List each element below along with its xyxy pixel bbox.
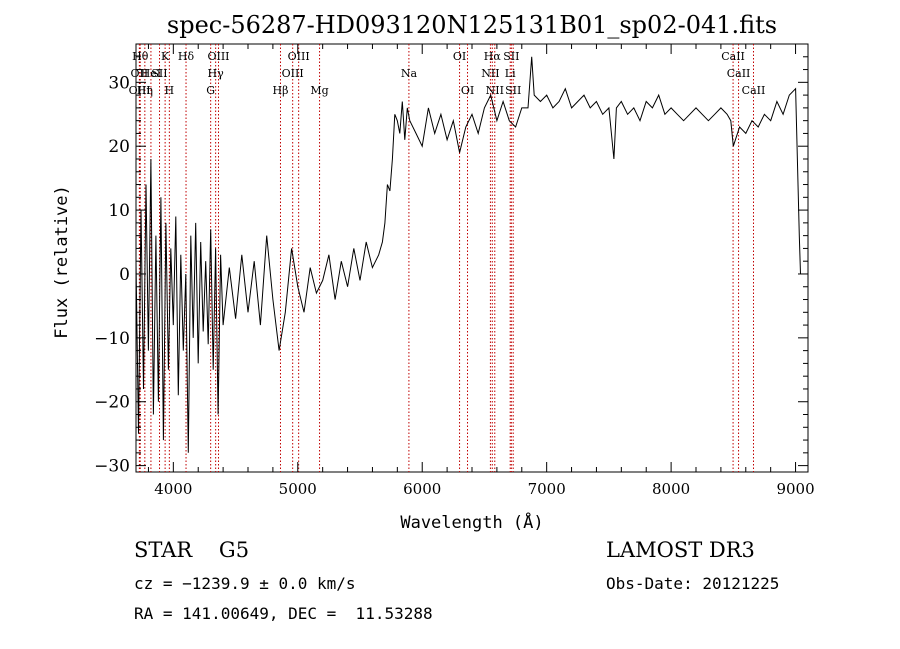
line-label-na: Na	[401, 67, 418, 80]
y-tick-label: 0	[119, 265, 130, 285]
chart-title: spec-56287-HD093120N125131B01_sp02-041.f…	[167, 11, 777, 39]
line-label-sii: SII	[151, 67, 167, 80]
line-label-hδ: Hδ	[178, 50, 195, 63]
y-tick-label: −30	[94, 457, 130, 477]
survey-label: LAMOST DR3	[606, 538, 755, 562]
x-tick-label: 8000	[652, 480, 690, 498]
y-axis-label: Flux (relative)	[52, 185, 72, 339]
line-label-hη: Hη	[137, 84, 153, 97]
spectral-line-markers	[138, 44, 754, 472]
y-tick-label: −10	[94, 329, 130, 349]
line-label-hβ: Hβ	[273, 84, 289, 97]
line-label-nii: NII	[486, 84, 504, 97]
plot-frame	[135, 43, 809, 473]
line-label-h: H	[165, 84, 175, 97]
line-label-caii: CaII	[721, 50, 745, 63]
spectrum-line	[135, 56, 801, 453]
line-label-hγ: Hγ	[208, 67, 225, 80]
y-tick-label: 10	[108, 201, 130, 221]
spectral-line-labels: HθOIIOIIIHηHeISIIKHHδGHγOIIIHβOIIIOIIIMg…	[129, 50, 766, 97]
axis-ticks: 4000 5000 6000 7000 8000 9000 −30 −20 −10 0 10 20 30	[94, 44, 815, 498]
x-tick-label: 5000	[279, 480, 317, 498]
coordinates-label: RA = 141.00649, DEC = 11.53288	[134, 604, 433, 623]
line-label-mg: Mg	[310, 84, 328, 97]
line-label-caii: CaII	[727, 67, 751, 80]
redshift-label: cz = −1239.9 ± 0.0 km/s	[134, 574, 356, 593]
plot-border	[135, 43, 809, 473]
x-tick-label: 6000	[403, 480, 441, 498]
line-label-caii: CaII	[742, 84, 766, 97]
spectrum-series	[135, 56, 801, 453]
x-tick-label: 4000	[154, 480, 192, 498]
y-tick-label: 20	[108, 137, 130, 157]
line-label-hei: HeI	[141, 67, 161, 80]
x-tick-label: 9000	[776, 480, 814, 498]
line-label-oii: OII	[131, 67, 149, 80]
line-label-oi: OI	[453, 50, 466, 63]
y-tick-label: −20	[94, 393, 130, 413]
x-axis-label: Wavelength (Å)	[400, 511, 543, 533]
line-label-nii: NII	[481, 67, 499, 80]
line-label-sii: SII	[505, 84, 521, 97]
obs-date-label: Obs-Date: 20121225	[606, 574, 780, 593]
line-label-li: Li	[505, 67, 516, 80]
y-tick-label: 30	[108, 73, 130, 93]
line-label-k: K	[161, 50, 170, 63]
line-label-oiii: OIII	[207, 50, 229, 63]
line-label-oiii: OIII	[129, 84, 151, 97]
object-class-label: STAR G5	[134, 538, 250, 562]
line-label-hα: Hα	[484, 50, 502, 63]
line-label-oi: OI	[461, 84, 474, 97]
line-label-oiii: OIII	[282, 67, 304, 80]
x-tick-label: 7000	[528, 480, 566, 498]
line-label-sii: SII	[503, 50, 519, 63]
line-label-g: G	[206, 84, 215, 97]
line-label-oiii: OIII	[288, 50, 310, 63]
